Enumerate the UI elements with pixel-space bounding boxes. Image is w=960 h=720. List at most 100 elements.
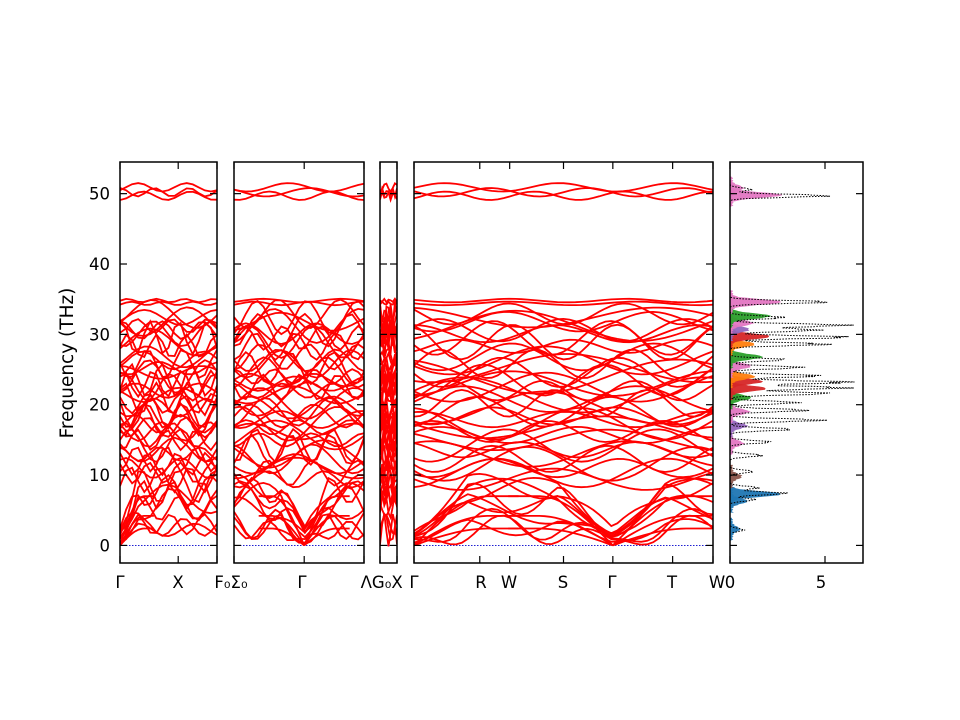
- band-line: [234, 433, 364, 466]
- acoustic-branch: [508, 527, 614, 547]
- x-tick-label: W: [501, 573, 517, 592]
- band-line: [234, 322, 364, 345]
- y-tick-label: 20: [89, 396, 110, 415]
- band-line: [234, 397, 364, 427]
- band-line: [380, 300, 397, 306]
- band-line: [120, 461, 217, 485]
- band-line: [234, 325, 364, 359]
- acoustic-branch: [508, 515, 614, 547]
- x-tick-label: ΛG₀: [361, 573, 392, 592]
- band-line: [414, 190, 713, 201]
- band-line: [414, 302, 713, 326]
- y-tick-label: 30: [89, 325, 110, 344]
- band-line: [120, 306, 217, 337]
- band-line: [120, 308, 217, 326]
- x-tick-label: Γ: [607, 573, 617, 592]
- band-line: [234, 348, 364, 373]
- x-tick-label: X: [172, 573, 183, 592]
- x-tick-label: W: [709, 573, 725, 592]
- acoustic-branch: [612, 527, 713, 547]
- band-line: [414, 514, 713, 546]
- band-line: [414, 457, 713, 479]
- band-line: [414, 371, 713, 403]
- band-line: [120, 473, 217, 530]
- x-tick-label: X: [391, 573, 402, 592]
- band-line: [120, 350, 217, 371]
- band-line: [120, 393, 217, 431]
- band-line: [234, 187, 364, 198]
- band-line: [120, 182, 217, 193]
- band-panel-seg2: [234, 182, 364, 547]
- band-line: [120, 349, 217, 379]
- band-line: [234, 453, 364, 475]
- axes-frame-seg2: [233, 161, 365, 564]
- band-line: [380, 182, 397, 194]
- band-line: [120, 187, 217, 198]
- band-line: [414, 323, 713, 361]
- axes-frame-seg1: [119, 161, 218, 564]
- band-line: [414, 317, 713, 343]
- band-line: [414, 187, 713, 198]
- band-panel-seg3: [380, 182, 397, 547]
- band-line: [414, 297, 713, 304]
- pdos-fill: [730, 464, 743, 488]
- x-tick-label: Γ: [115, 573, 125, 592]
- band-line: [120, 386, 217, 404]
- band-line: [234, 387, 364, 420]
- axes-frame-dos: [729, 161, 864, 564]
- band-line: [414, 342, 713, 372]
- x-tick-label: Γ: [297, 573, 307, 592]
- band-line: [234, 349, 364, 379]
- y-tick-label: 40: [89, 255, 110, 274]
- acoustic-branch: [508, 495, 614, 547]
- band-line: [120, 319, 217, 357]
- band-line: [414, 338, 713, 354]
- band-line: [414, 370, 713, 397]
- acoustic-branch: [120, 527, 154, 547]
- band-line: [234, 470, 364, 489]
- band-line: [120, 466, 217, 494]
- y-tick-label: 50: [89, 185, 110, 204]
- x-tick-label: R: [475, 573, 486, 592]
- band-line: [234, 297, 364, 304]
- band-line: [120, 436, 217, 463]
- band-line: [120, 320, 217, 348]
- pdos-fill: [730, 290, 782, 314]
- band-panel-seg4: [414, 182, 713, 547]
- pdos-fill: [730, 489, 748, 513]
- band-line: [234, 311, 364, 332]
- band-line: [414, 300, 713, 307]
- x-tick-label: Γ: [409, 573, 419, 592]
- band-line: [414, 476, 713, 535]
- band-line: [234, 375, 364, 392]
- band-line: [414, 441, 713, 459]
- acoustic-branch: [303, 527, 350, 547]
- band-line: [234, 182, 364, 193]
- band-line: [120, 522, 217, 543]
- band-panel-seg1: [120, 182, 217, 547]
- band-line: [234, 343, 364, 371]
- band-line: [414, 182, 713, 193]
- x-tick-label: F₀Σ₀: [214, 573, 248, 592]
- acoustic-branch: [612, 495, 713, 547]
- band-line: [120, 446, 217, 473]
- band-line: [414, 415, 713, 440]
- band-line: [234, 298, 364, 330]
- band-line: [120, 381, 217, 417]
- acoustic-branch: [258, 515, 305, 546]
- acoustic-branch: [120, 495, 154, 546]
- band-line: [234, 372, 364, 388]
- band-line: [414, 507, 713, 543]
- dos-layer: [730, 176, 855, 541]
- band-line: [380, 297, 397, 304]
- band-line: [234, 324, 364, 351]
- x-tick-label: S: [558, 573, 568, 592]
- band-line: [120, 299, 217, 329]
- pdos-fill: [730, 517, 741, 541]
- acoustic-branch: [414, 527, 519, 547]
- band-line: [120, 297, 217, 304]
- band-line: [234, 409, 364, 430]
- x-tick-label: 5: [816, 573, 827, 592]
- band-structure-layer: [120, 182, 713, 547]
